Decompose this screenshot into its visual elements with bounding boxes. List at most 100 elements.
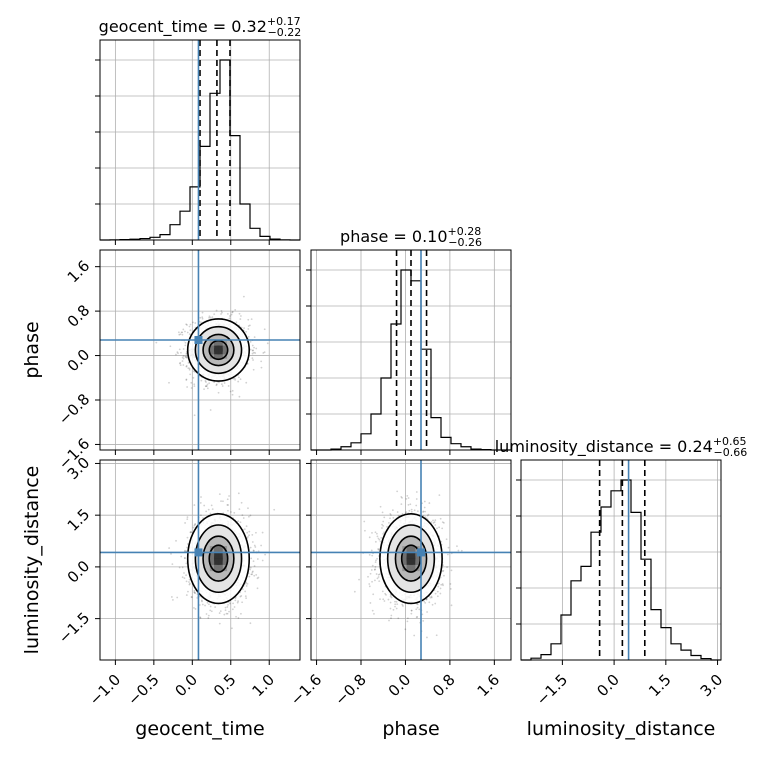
- sample-point: [220, 313, 222, 315]
- sample-point: [220, 383, 223, 386]
- sample-point: [218, 612, 221, 614]
- sample-point: [251, 571, 254, 574]
- sample-point: [413, 509, 416, 512]
- sample-point: [383, 531, 385, 534]
- sample-point: [170, 552, 172, 555]
- sample-point: [377, 537, 380, 540]
- sample-point: [200, 599, 203, 602]
- sample-point: [201, 316, 204, 318]
- sample-point: [460, 549, 463, 552]
- sample-point: [227, 385, 230, 387]
- sample-point: [368, 583, 371, 585]
- panel-frame-1-1: [310, 249, 512, 451]
- density-bin: [218, 345, 223, 350]
- sample-point: [402, 605, 404, 607]
- sample-point: [193, 591, 196, 593]
- sample-point: [381, 590, 384, 593]
- sample-point: [439, 587, 442, 590]
- sample-point: [266, 342, 269, 345]
- density-bin: [411, 546, 416, 553]
- density-bin: [406, 564, 411, 572]
- sample-point: [214, 606, 217, 608]
- sample-point: [434, 524, 437, 526]
- injection-marker: [194, 548, 203, 557]
- sample-point: [235, 615, 237, 618]
- sample-point: [201, 311, 204, 314]
- sample-point: [242, 295, 245, 298]
- sample-point: [217, 391, 220, 394]
- sample-point: [375, 532, 378, 535]
- sample-point: [257, 576, 260, 579]
- sample-point: [423, 506, 426, 509]
- sample-point: [181, 331, 184, 334]
- sample-point: [252, 351, 255, 354]
- sample-point: [207, 617, 210, 619]
- sample-point: [421, 613, 424, 616]
- sample-point: [418, 608, 421, 611]
- sample-point: [251, 541, 254, 543]
- density-bin: [214, 546, 219, 553]
- density-bin: [411, 558, 416, 565]
- density-geocent_time-phase: [100, 250, 300, 450]
- sample-point: [170, 596, 173, 598]
- sample-point: [388, 619, 390, 622]
- sample-point: [247, 535, 249, 538]
- sample-point: [248, 575, 251, 578]
- sample-point: [368, 553, 371, 556]
- sample-point: [171, 563, 174, 566]
- panel-title-luminosity_distance: luminosity_distance = 0.24+0.65 −0.66: [495, 435, 748, 459]
- sample-point: [438, 494, 441, 497]
- sample-point: [180, 555, 183, 558]
- density-bin: [218, 341, 223, 346]
- sample-point: [186, 516, 189, 518]
- sample-point: [450, 604, 453, 607]
- sample-point: [185, 580, 188, 583]
- sample-point: [440, 583, 443, 586]
- sample-point: [248, 534, 250, 537]
- sample-point: [176, 351, 179, 354]
- sample-point: [422, 511, 424, 513]
- sample-point: [189, 373, 192, 376]
- sample-point: [184, 355, 187, 358]
- sample-point: [229, 390, 232, 393]
- sample-point: [446, 566, 448, 569]
- sample-point: [434, 602, 437, 605]
- sample-point: [243, 327, 246, 330]
- sample-point: [379, 505, 382, 508]
- sample-point: [226, 606, 229, 608]
- sample-point: [233, 606, 236, 608]
- sample-point: [185, 355, 188, 358]
- sample-point: [203, 504, 206, 507]
- sample-point: [182, 357, 185, 360]
- sample-point: [209, 605, 212, 608]
- sample-point: [249, 514, 252, 517]
- sample-point: [441, 521, 444, 524]
- sample-point: [185, 574, 187, 577]
- sample-point: [422, 510, 425, 513]
- sample-point: [368, 536, 371, 539]
- sample-point: [169, 345, 172, 348]
- sample-point: [224, 606, 227, 609]
- sample-point: [229, 315, 231, 317]
- sample-point: [238, 395, 241, 398]
- sample-point: [380, 536, 383, 539]
- sample-point: [273, 508, 276, 511]
- sample-point: [442, 569, 445, 572]
- sample-point: [252, 570, 254, 573]
- sample-point: [172, 599, 174, 601]
- sample-point: [249, 622, 252, 625]
- sample-point: [185, 365, 188, 368]
- sample-point: [253, 565, 256, 567]
- sample-point: [423, 500, 426, 503]
- sample-point: [395, 607, 398, 610]
- x-tick-label: 1.0: [248, 671, 278, 701]
- sample-point: [231, 389, 234, 392]
- sample-point: [218, 622, 221, 625]
- sample-point: [389, 601, 392, 604]
- sample-point: [168, 547, 171, 549]
- sample-point: [205, 613, 208, 615]
- sample-point: [229, 602, 231, 605]
- sample-point: [413, 634, 416, 637]
- sample-point: [182, 355, 185, 358]
- sample-point: [435, 634, 438, 637]
